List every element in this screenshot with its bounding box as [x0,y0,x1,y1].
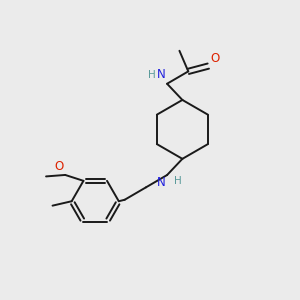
Text: N: N [157,176,166,190]
Text: O: O [211,52,220,64]
Text: H: H [174,176,181,187]
Text: H: H [148,70,156,80]
Text: O: O [55,160,64,172]
Text: N: N [157,68,166,81]
